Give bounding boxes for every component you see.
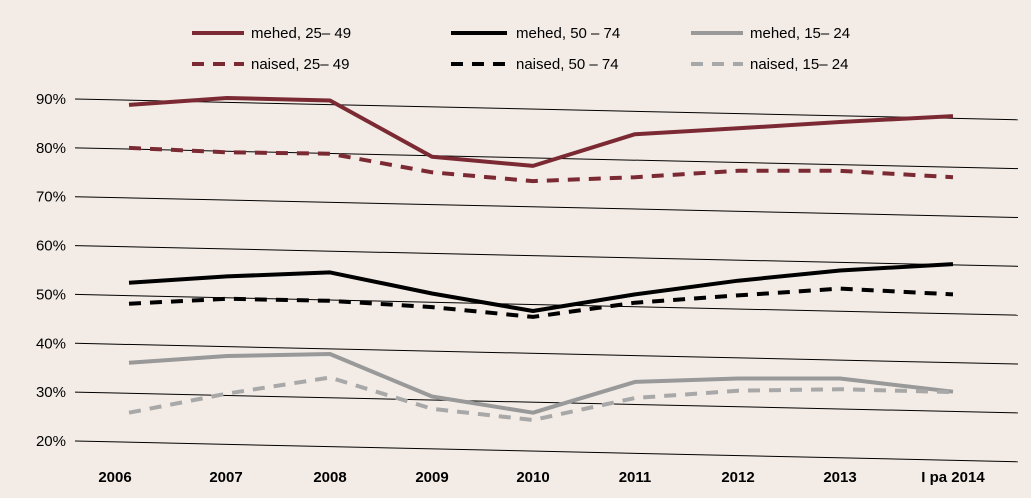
legend-label: naised, 50 – 74 <box>516 56 619 73</box>
x-tick-label: 2013 <box>823 469 856 486</box>
y-axis-tick-labels: 20% 30% 40% 50% 60% 70% 80% 90% <box>36 91 66 450</box>
series-line <box>128 352 954 415</box>
x-tick-label: 2008 <box>313 469 346 486</box>
x-tick-label: 2007 <box>209 469 242 486</box>
y-tick-label: 70% <box>36 189 66 206</box>
legend-label: mehed, 25– 49 <box>251 25 351 42</box>
y-tick-label: 40% <box>36 335 66 352</box>
legend-label: mehed, 15– 24 <box>750 25 850 42</box>
series-line <box>128 286 954 319</box>
y-tick-label: 90% <box>36 91 66 108</box>
gridline <box>74 391 1019 414</box>
x-axis-tick-labels: 2006 2007 2008 2009 2010 2011 2012 2013 I pa 201… <box>98 469 985 486</box>
series-line <box>128 375 954 422</box>
y-tick-label: 60% <box>36 238 66 255</box>
x-tick-label: I pa 2014 <box>921 469 985 486</box>
x-tick-label: 2011 <box>619 469 652 486</box>
gridline <box>74 342 1019 365</box>
x-tick-label: 2006 <box>98 469 131 486</box>
y-tick-label: 50% <box>36 286 66 303</box>
legend-label: naised, 25– 49 <box>251 56 349 73</box>
legend-label: naised, 15– 24 <box>750 56 848 73</box>
gridlines <box>74 98 1019 463</box>
gridline <box>74 245 1019 267</box>
series-line <box>128 96 954 168</box>
series-lines <box>128 96 954 422</box>
gridline <box>74 440 1019 463</box>
gridline <box>74 196 1019 218</box>
y-tick-label: 20% <box>36 433 66 450</box>
x-tick-label: 2009 <box>415 469 448 486</box>
series-line <box>128 145 954 184</box>
y-tick-label: 80% <box>36 140 66 157</box>
legend-label: mehed, 50 – 74 <box>516 25 620 42</box>
gridline <box>74 293 1019 316</box>
y-tick-label: 30% <box>36 384 66 401</box>
series-line <box>128 262 954 313</box>
x-tick-label: 2012 <box>721 469 754 486</box>
gridline <box>74 147 1019 170</box>
x-tick-label: 2010 <box>516 469 549 486</box>
legend: mehed, 25– 49 mehed, 50 – 74 mehed, 15– 24… <box>192 25 850 73</box>
gridline <box>74 98 1019 121</box>
